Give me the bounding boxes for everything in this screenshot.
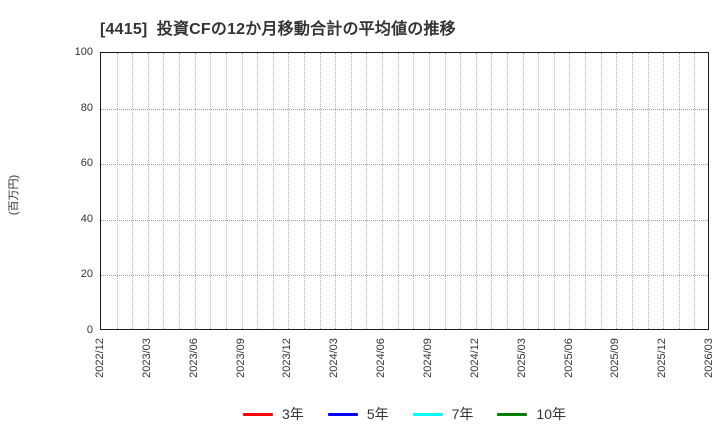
grid-line-vertical xyxy=(319,53,321,329)
grid-line-vertical xyxy=(335,53,337,329)
chart-title: [4415] 投資CFの12か月移動合計の平均値の推移 xyxy=(100,21,456,38)
grid-line-vertical xyxy=(257,53,259,329)
grid-line-vertical xyxy=(475,53,477,329)
x-tick-label: 2025/06 xyxy=(562,338,575,378)
grid-line-vertical xyxy=(288,53,290,329)
x-tick-label: 2023/09 xyxy=(234,338,247,378)
legend: 3年 5年 7年 10年 xyxy=(100,404,709,424)
legend-label: 3年 xyxy=(282,406,304,422)
legend-label: 10年 xyxy=(536,406,566,422)
legend-line-swatch xyxy=(243,412,274,416)
x-tick-label: 2024/09 xyxy=(421,338,434,378)
grid-line-vertical xyxy=(163,53,165,329)
y-tick-label: 80 xyxy=(80,101,93,114)
grid-line-vertical xyxy=(413,53,415,329)
grid-line-vertical xyxy=(397,53,399,329)
x-tick-label: 2025/03 xyxy=(515,338,528,378)
legend-line-swatch xyxy=(327,412,358,416)
grid-line-vertical xyxy=(460,53,462,329)
x-tick-label: 2024/12 xyxy=(468,338,481,378)
x-tick-label: 2026/03 xyxy=(703,338,715,378)
grid-line-vertical xyxy=(600,53,602,329)
legend-line-swatch xyxy=(412,412,443,416)
grid-line-vertical xyxy=(225,53,227,329)
grid-line-vertical xyxy=(382,53,384,329)
grid-line-vertical xyxy=(569,53,571,329)
legend-item: 10年 xyxy=(497,404,566,424)
grid-line-vertical xyxy=(663,53,665,329)
grid-line-horizontal xyxy=(101,164,708,166)
y-tick-label: 0 xyxy=(86,324,93,336)
grid-line-vertical xyxy=(507,53,508,329)
grid-line-vertical xyxy=(428,53,430,329)
x-tick-label: 2023/06 xyxy=(187,338,200,378)
grid-line-vertical xyxy=(585,53,587,329)
x-tick-label: 2024/06 xyxy=(375,338,388,378)
legend-label: 5年 xyxy=(366,406,389,422)
y-tick-label: 100 xyxy=(74,46,93,58)
legend-item: 5年 xyxy=(327,404,389,424)
x-tick-label: 2023/12 xyxy=(281,338,294,378)
grid-line-vertical xyxy=(179,53,181,329)
grid-line-vertical xyxy=(444,53,446,329)
y-tick-label: 20 xyxy=(80,268,93,281)
x-tick-label: 2025/12 xyxy=(656,338,669,378)
grid-line-vertical xyxy=(304,53,305,329)
x-tick-label: 2022/12 xyxy=(94,338,106,378)
legend-label: 7年 xyxy=(451,406,474,422)
grid-line-horizontal xyxy=(101,275,708,277)
grid-line-vertical xyxy=(272,53,274,329)
grid-line-vertical xyxy=(491,53,493,329)
grid-line-vertical xyxy=(522,53,524,329)
legend-line-swatch xyxy=(497,412,528,416)
grid-line-vertical xyxy=(116,53,118,329)
grid-line-horizontal xyxy=(101,108,708,110)
x-tick-label: 2025/09 xyxy=(609,338,622,378)
grid-line-vertical xyxy=(694,53,696,329)
legend-item: 3年 xyxy=(243,404,304,424)
y-tick-label: 60 xyxy=(80,157,93,170)
grid-line-vertical xyxy=(132,53,134,329)
legend-item: 7年 xyxy=(412,404,474,424)
grid-line-vertical xyxy=(210,53,212,329)
grid-line-vertical xyxy=(538,53,540,329)
grid-line-vertical xyxy=(647,53,649,329)
x-tick-label: 2024/03 xyxy=(328,338,341,378)
grid-line-vertical xyxy=(241,53,243,329)
grid-line-vertical xyxy=(147,53,149,329)
grid-line-horizontal xyxy=(101,219,708,221)
grid-line-vertical xyxy=(194,53,196,329)
grid-line-vertical xyxy=(631,53,633,329)
y-tick-label: 40 xyxy=(80,212,93,225)
grid-line-vertical xyxy=(553,53,555,329)
grid-line-vertical xyxy=(616,53,618,329)
x-tick-label: 2023/03 xyxy=(140,338,153,378)
plot-area xyxy=(100,52,709,330)
grid-line-vertical xyxy=(366,53,368,329)
grid-line-vertical xyxy=(350,53,352,329)
grid-line-vertical xyxy=(678,53,680,329)
